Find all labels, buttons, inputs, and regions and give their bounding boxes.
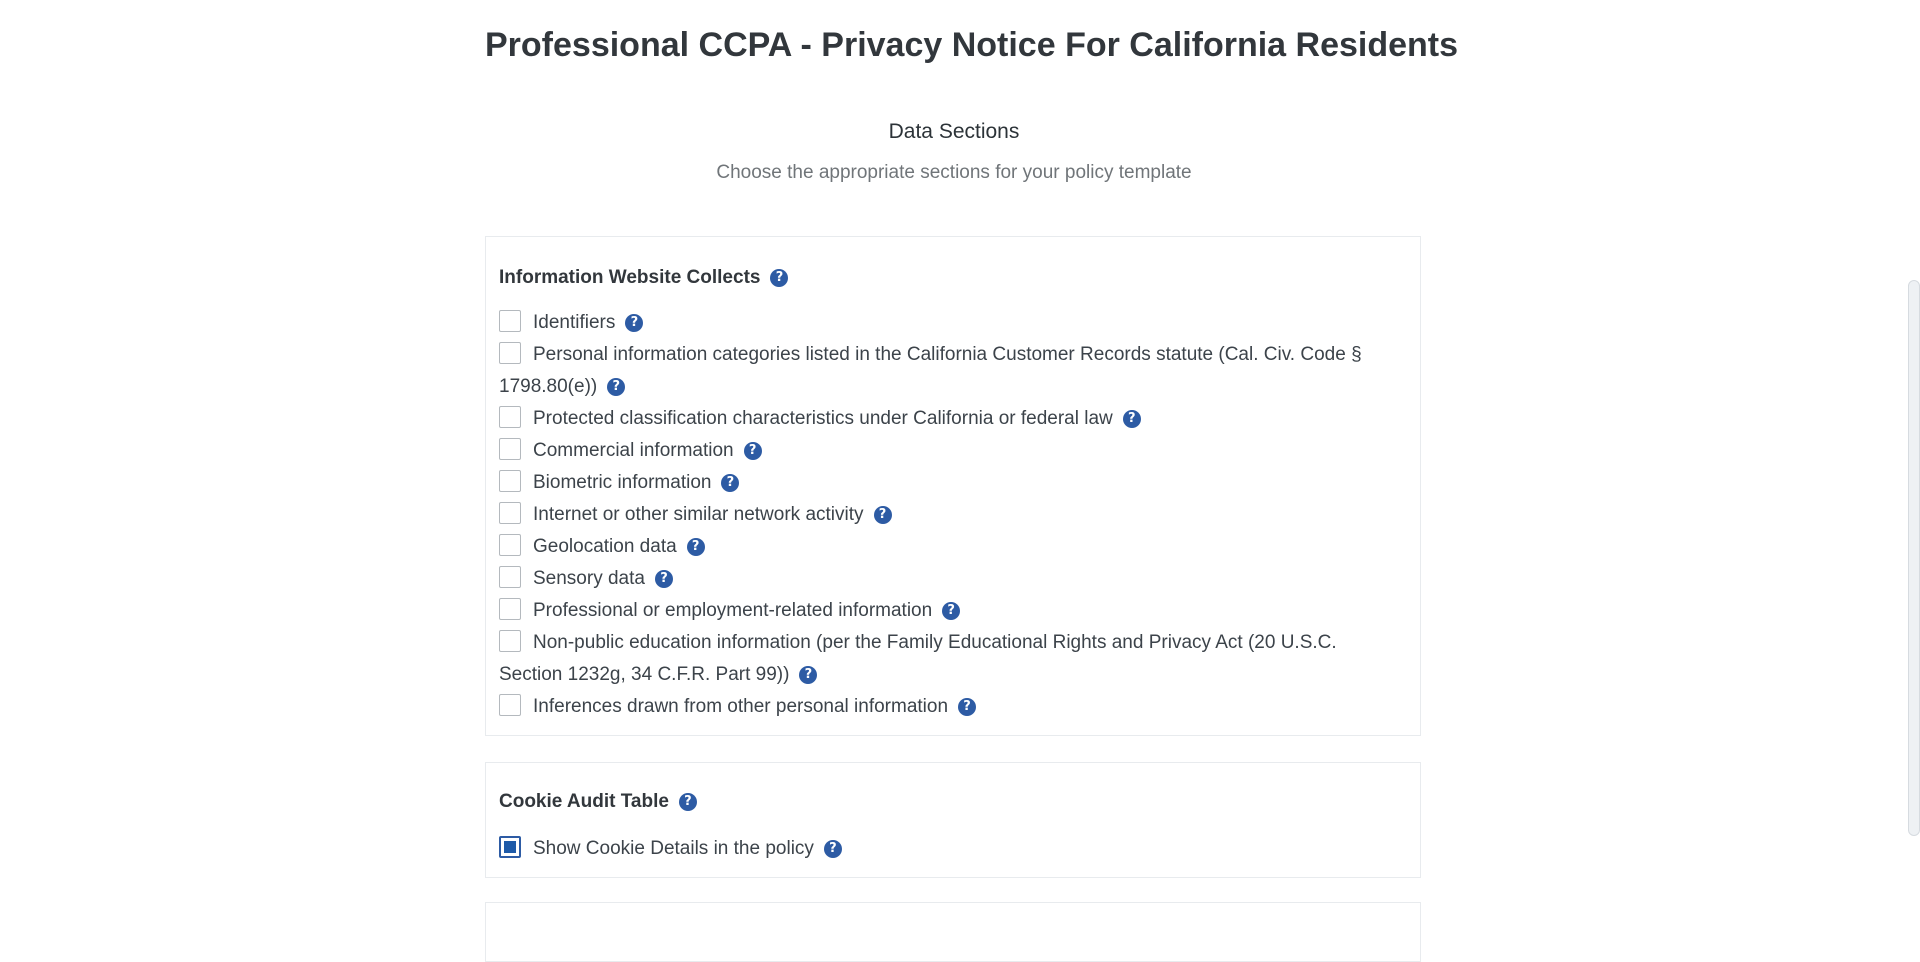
panel-title-label: Cookie Audit Table: [499, 791, 669, 812]
help-icon[interactable]: ?: [678, 793, 697, 811]
help-icon[interactable]: ?: [942, 602, 961, 620]
checkbox-list: Identifiers? Personal information catego…: [499, 307, 1399, 723]
help-icon[interactable]: ?: [873, 506, 892, 524]
help-icon[interactable]: ?: [607, 378, 626, 396]
checkbox-label[interactable]: Professional or employment-related infor…: [533, 600, 933, 621]
help-icon[interactable]: ?: [799, 666, 818, 684]
checkbox-label[interactable]: Sensory data: [533, 568, 645, 589]
checkbox-education-information[interactable]: [499, 630, 521, 652]
checkbox-label[interactable]: Identifiers: [533, 312, 616, 333]
help-icon[interactable]: ?: [770, 269, 789, 287]
help-icon[interactable]: ?: [958, 698, 977, 716]
section-subtitle: Choose the appropriate sections for your…: [716, 162, 1192, 183]
help-icon[interactable]: ?: [1122, 410, 1141, 428]
checkbox-label[interactable]: Personal information categories listed i…: [499, 344, 1362, 397]
list-item: Identifiers?: [499, 307, 1399, 339]
checkbox-employment-information[interactable]: [499, 598, 521, 620]
page-title: Professional CCPA - Privacy Notice For C…: [485, 26, 1459, 64]
list-item: Personal information categories listed i…: [499, 339, 1399, 403]
checkbox-protected-classification[interactable]: [499, 406, 521, 428]
checkbox-network-activity[interactable]: [499, 502, 521, 524]
list-item: Protected classification characteristics…: [499, 403, 1399, 435]
next-panel: [485, 902, 1421, 962]
main-content: Professional CCPA - Privacy Notice For C…: [485, 0, 1459, 962]
checkbox-label[interactable]: Geolocation data: [533, 536, 677, 557]
help-icon[interactable]: ?: [686, 538, 705, 556]
list-item: Sensory data?: [499, 563, 1399, 595]
help-icon[interactable]: ?: [625, 314, 644, 332]
panel-title: Cookie Audit Table?: [499, 789, 697, 815]
checkbox-inferences[interactable]: [499, 694, 521, 716]
help-icon[interactable]: ?: [743, 442, 762, 460]
list-item: Professional or employment-related infor…: [499, 595, 1399, 627]
checkbox-biometric-information[interactable]: [499, 470, 521, 492]
list-item: Inferences drawn from other personal inf…: [499, 691, 1399, 723]
checkbox-geolocation-data[interactable]: [499, 534, 521, 556]
section-heading: Data Sections: [888, 120, 1020, 143]
checkbox-show-cookie-details[interactable]: [499, 836, 521, 858]
checkbox-label[interactable]: Show Cookie Details in the policy: [533, 838, 814, 859]
help-icon[interactable]: ?: [654, 570, 673, 588]
checkbox-sensory-data[interactable]: [499, 566, 521, 588]
checkbox-list: Show Cookie Details in the policy?: [499, 833, 1399, 865]
list-item: Non-public education information (per th…: [499, 627, 1399, 691]
panel-title: Information Website Collects?: [499, 265, 789, 291]
list-item: Biometric information?: [499, 467, 1399, 499]
checkbox-label[interactable]: Commercial information: [533, 440, 734, 461]
panel-title-label: Information Website Collects: [499, 267, 761, 288]
list-item: Internet or other similar network activi…: [499, 499, 1399, 531]
help-icon[interactable]: ?: [823, 840, 842, 858]
checkbox-label[interactable]: Non-public education information (per th…: [499, 632, 1337, 685]
scrollbar[interactable]: [1908, 280, 1920, 836]
list-item: Show Cookie Details in the policy?: [499, 833, 1399, 865]
checkbox-label[interactable]: Inferences drawn from other personal inf…: [533, 696, 949, 717]
checkbox-identifiers[interactable]: [499, 310, 521, 332]
list-item: Geolocation data?: [499, 531, 1399, 563]
help-icon[interactable]: ?: [721, 474, 740, 492]
information-collected-panel: Information Website Collects? Identifier…: [485, 236, 1421, 736]
checkbox-label[interactable]: Biometric information: [533, 472, 712, 493]
cookie-audit-panel: Cookie Audit Table? Show Cookie Details …: [485, 762, 1421, 878]
list-item: Commercial information?: [499, 435, 1399, 467]
checkbox-label[interactable]: Protected classification characteristics…: [533, 408, 1113, 429]
checkbox-commercial-information[interactable]: [499, 438, 521, 460]
checkbox-label[interactable]: Internet or other similar network activi…: [533, 504, 864, 525]
checkbox-personal-info-categories[interactable]: [499, 342, 521, 364]
